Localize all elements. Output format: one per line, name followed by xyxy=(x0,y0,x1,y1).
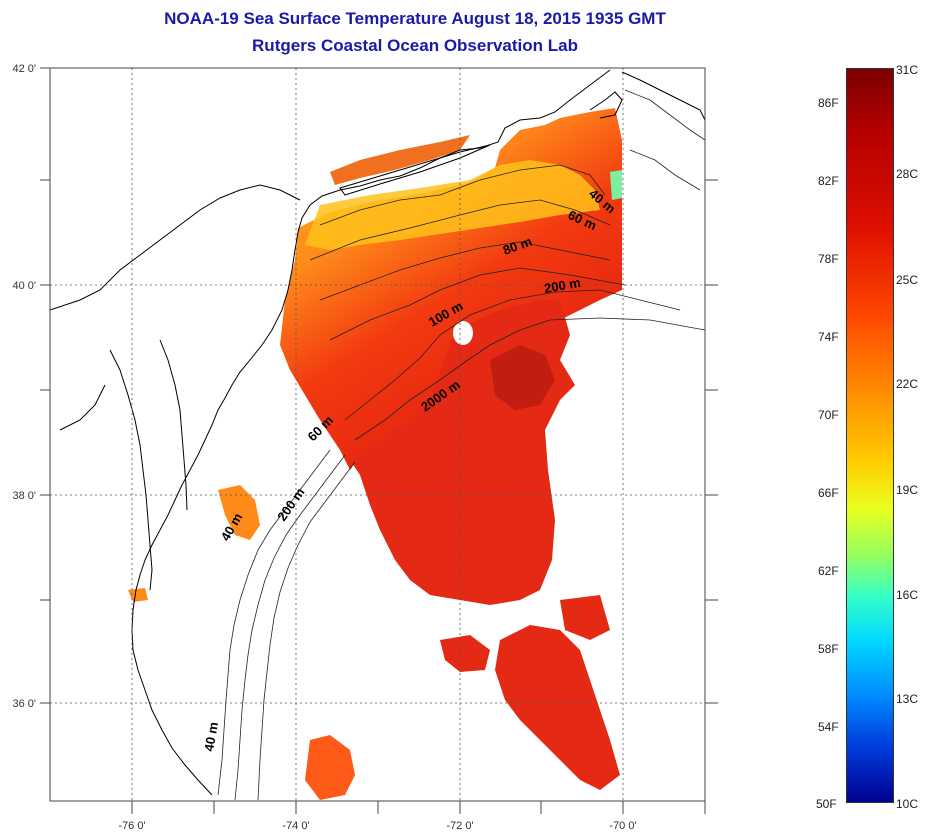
colorbar-f-label: 82F xyxy=(818,174,839,188)
graticule xyxy=(50,67,705,801)
contour-2000m xyxy=(354,317,705,441)
contour-south-3 xyxy=(257,461,356,801)
sst-data-layer xyxy=(128,108,622,800)
contour-south-1 xyxy=(217,449,331,796)
contour-south-2 xyxy=(234,454,346,801)
colorbar-c-label: 10C xyxy=(896,797,919,811)
coastline-long-island xyxy=(339,144,491,196)
lon-axis-labels: -76 0' -74 0' -72 0' -70 0' xyxy=(118,820,636,832)
colorbar-f-label: 66F xyxy=(818,486,839,500)
contour-label: 200 m xyxy=(274,485,307,524)
colorbar-c-label: 13C xyxy=(896,692,919,706)
colorbar-c-label: 19C xyxy=(896,483,919,497)
map-title: NOAA-19 Sea Surface Temperature August 1… xyxy=(164,9,666,28)
contour-100m xyxy=(329,267,626,341)
lon-label: -74 0' xyxy=(282,820,309,832)
lat-label: 40 0' xyxy=(12,280,36,292)
coastline-bay-west xyxy=(109,349,153,591)
colorbar-f-label: 58F xyxy=(818,642,839,656)
lon-label: -70 0' xyxy=(609,820,636,832)
sst-coastal-yellow xyxy=(305,160,600,250)
contour-60m xyxy=(309,199,611,261)
colorbar-c-label: 28C xyxy=(896,167,919,181)
cloud-gap xyxy=(453,321,473,345)
colorbar-c-label: 25C xyxy=(896,273,919,287)
coastline-cape-cod xyxy=(589,91,623,119)
contour-200m xyxy=(344,289,681,421)
colorbar-f-label: 54F xyxy=(818,720,839,734)
sst-offshore-dark xyxy=(490,345,555,410)
colorbar-f-label: 74F xyxy=(818,330,839,344)
frame-ticks xyxy=(40,67,718,814)
lat-label: 42 0' xyxy=(12,63,36,75)
lat-label: 38 0' xyxy=(12,490,36,502)
lon-label: -76 0' xyxy=(118,820,145,832)
contour-gulf xyxy=(624,89,705,141)
contour-label: 200 m xyxy=(543,275,582,296)
colorbar-f-label: 78F xyxy=(818,252,839,266)
colorbar-f-label: 50F xyxy=(816,797,837,811)
contour-label: 40 m xyxy=(201,721,221,753)
coastline-inland xyxy=(50,184,301,311)
temperature-colorbar xyxy=(846,68,894,803)
colorbar-c-label: 22C xyxy=(896,377,919,391)
lat-axis-labels: 42 0' 40 0' 38 0' 36 0' xyxy=(12,63,36,710)
sst-small-patch xyxy=(218,485,260,540)
coastline-inland-2 xyxy=(59,384,106,431)
lat-label: 36 0' xyxy=(12,698,36,710)
sst-south-patch-4 xyxy=(560,595,610,640)
contour-40m xyxy=(319,164,606,226)
contour-gulf-2 xyxy=(629,149,701,191)
colorbar-c-label: 16C xyxy=(896,588,919,602)
sst-south-patch-2 xyxy=(440,635,490,672)
colorbar-f-label: 62F xyxy=(818,564,839,578)
sst-cyan-speck xyxy=(610,170,622,200)
lon-label: -72 0' xyxy=(446,820,473,832)
colorbar-f-label: 70F xyxy=(818,408,839,422)
sst-small-patch-2 xyxy=(128,588,148,602)
colorbar-f-label: 86F xyxy=(818,96,839,110)
sst-south-patch-3 xyxy=(305,735,355,800)
sst-south-patch-1 xyxy=(495,625,620,790)
map-subtitle: Rutgers Coastal Ocean Observation Lab xyxy=(252,36,578,55)
colorbar-c-label: 31C xyxy=(896,63,919,77)
sst-sound-patch xyxy=(330,135,470,185)
coastline-gulf-maine xyxy=(621,71,705,121)
coastline-bay-inner xyxy=(159,339,188,511)
